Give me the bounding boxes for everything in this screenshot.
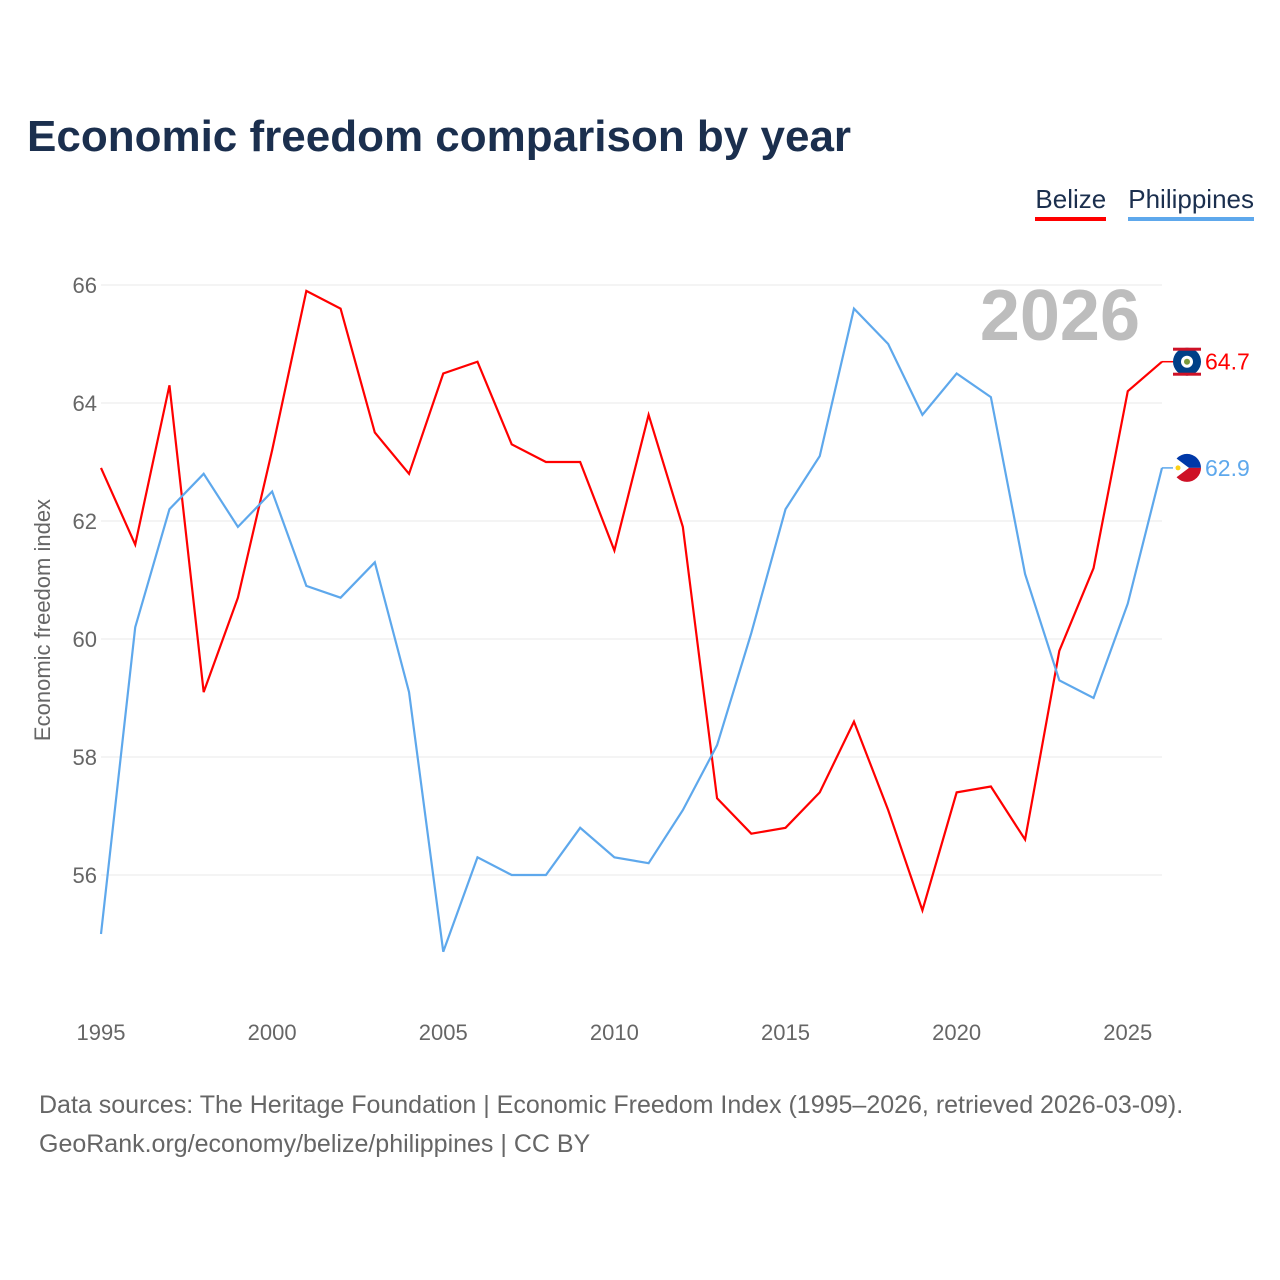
x-tick-label: 2015 [761,1020,810,1045]
belize-flag-icon [1173,347,1201,376]
x-tick-label: 2005 [419,1020,468,1045]
series-line-philippines[interactable] [99,306,1164,953]
footer-sources: Data sources: The Heritage Foundation | … [39,1091,1184,1119]
year-watermark: 2026 [980,276,1140,356]
x-tick-label: 1995 [77,1020,126,1045]
series-line-belize[interactable] [99,289,1163,915]
legend-philippines[interactable]: Philippines [1128,184,1254,221]
x-tick-label: 2020 [932,1020,981,1045]
x-tick-label: 2000 [248,1020,297,1045]
y-tick-label: 64 [73,391,97,416]
y-tick-label: 66 [73,273,97,298]
chart-title: Economic freedom comparison by year [27,112,852,161]
footer-link[interactable]: GeoRank.org/economy/belize/philippines |… [39,1130,591,1158]
end-value-label: 62.9 [1205,455,1250,481]
footer: Data sources: The Heritage Foundation | … [39,1086,1183,1164]
legend-belize[interactable]: Belize [1035,184,1107,221]
y-tick-label: 58 [73,745,97,770]
x-tick-label: 2025 [1103,1020,1152,1045]
y-axis-label: Economic freedom index [30,499,55,741]
y-tick-label: 60 [73,627,97,652]
y-tick-label: 62 [73,509,97,534]
end-value-label: 64.7 [1205,349,1250,375]
philippines-flag-icon [1173,453,1201,482]
y-tick-label: 56 [73,863,97,888]
x-tick-label: 2010 [590,1020,639,1045]
legend: Belize Philippines [1035,184,1254,221]
